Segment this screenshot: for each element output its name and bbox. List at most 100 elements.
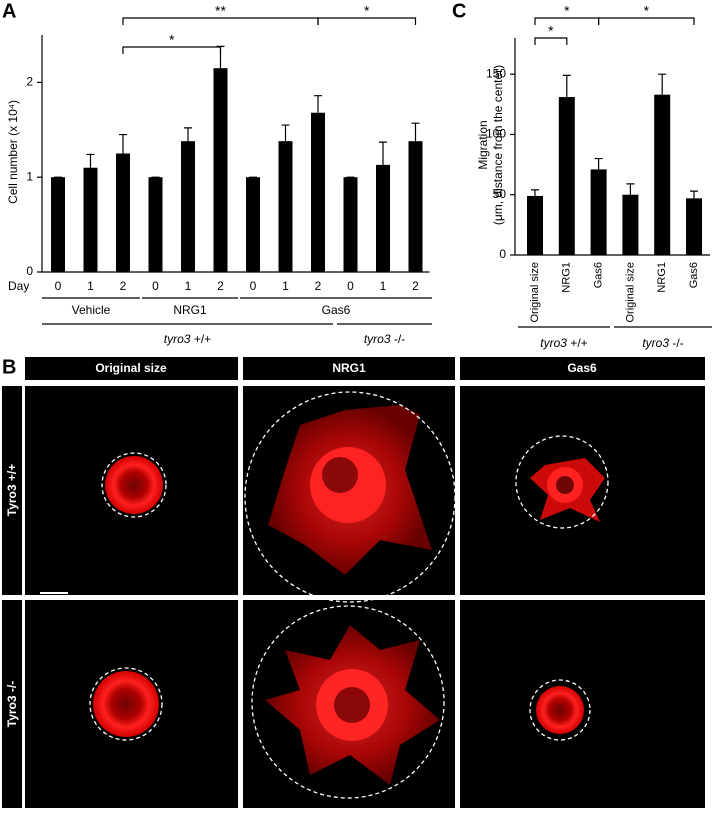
column-header: NRG1 xyxy=(332,361,366,375)
outline-circle xyxy=(89,667,163,741)
significance-bracket xyxy=(598,17,695,25)
x-tick-label: Gas6 xyxy=(593,262,605,288)
significance-bracket xyxy=(122,46,222,54)
x-tick-label: Gas6 xyxy=(688,262,700,288)
genotype: -/- xyxy=(672,336,683,350)
error-bar xyxy=(314,95,322,113)
outline-circle xyxy=(101,452,167,518)
error-bar xyxy=(690,190,698,199)
bar xyxy=(246,177,260,272)
genotype-label: tyro3 -/- xyxy=(642,336,683,350)
bar xyxy=(343,177,358,272)
outline-circle xyxy=(251,605,445,799)
bar xyxy=(527,195,543,255)
x-tick-label: 2 xyxy=(217,279,224,293)
y-tick-label: 150 xyxy=(486,66,506,80)
group-label: Vehicle xyxy=(72,303,111,317)
panel-b: Original size NRG1 Gas6 Tyro3 +/+ Tyro3 … xyxy=(2,357,705,808)
significance-bracket xyxy=(317,17,417,25)
error-bar xyxy=(379,141,387,165)
y-tick-label: 2 xyxy=(26,75,33,89)
column-header-bg xyxy=(460,357,705,380)
x-axis-label: Day xyxy=(8,279,29,293)
error-bar xyxy=(531,189,539,196)
x-tick-label: 2 xyxy=(120,279,127,293)
error-bar xyxy=(411,122,420,142)
x-tick-label: NRG1 xyxy=(561,262,573,293)
bar xyxy=(686,198,702,255)
bar xyxy=(278,141,293,272)
error-bar xyxy=(281,124,290,142)
genotype: +/+ xyxy=(194,332,211,346)
error-bar xyxy=(86,153,95,168)
cell-nucleus xyxy=(334,687,370,723)
row-header-bg xyxy=(2,386,22,595)
y-tick-label: 50 xyxy=(493,187,507,201)
outline-circle xyxy=(515,435,609,529)
y-tick-label: 0 xyxy=(26,264,33,278)
x-tick-label: 2 xyxy=(412,279,419,293)
bar xyxy=(408,141,423,272)
column-header-bg xyxy=(243,357,455,380)
bar xyxy=(51,177,65,272)
significance-label: * xyxy=(564,3,570,19)
bar xyxy=(558,97,575,255)
x-tick-label: 0 xyxy=(250,279,257,293)
column-header-bg xyxy=(25,357,238,380)
gene-name: tyro3 xyxy=(540,336,567,350)
y-axis-label: Migration xyxy=(476,120,490,169)
outline-circle xyxy=(529,679,591,741)
cell xyxy=(105,456,163,514)
bar xyxy=(622,194,639,255)
x-tick-label: Original size xyxy=(529,262,541,323)
x-tick-label: 0 xyxy=(347,279,354,293)
panel-letter: A xyxy=(2,0,16,22)
bar xyxy=(311,112,325,273)
y-axis-label: (μm, distance from the center) xyxy=(491,65,505,225)
bar xyxy=(376,164,390,272)
significance-label: * xyxy=(169,32,175,48)
gene-name: tyro3 xyxy=(642,336,669,350)
panel-letter: C xyxy=(452,0,466,22)
gene-name: tyro3 xyxy=(164,332,191,346)
error-bar xyxy=(658,73,667,95)
x-tick-label: 1 xyxy=(380,279,387,293)
bar xyxy=(116,153,130,272)
significance-label: ** xyxy=(215,3,226,19)
genotype: +/+ xyxy=(570,336,587,350)
significance-label: * xyxy=(364,3,370,19)
significance-label: * xyxy=(548,23,554,39)
significance-bracket xyxy=(534,17,600,25)
bar xyxy=(213,68,228,273)
outline-circle xyxy=(244,391,456,603)
cell-nucleus xyxy=(556,476,574,494)
error-bar xyxy=(562,74,571,98)
bar xyxy=(654,94,671,256)
y-axis-label: Cell number (x 10⁴) xyxy=(6,100,20,204)
y-tick-label: 100 xyxy=(486,127,506,141)
genotype-label: tyro3 +/+ xyxy=(540,336,587,350)
x-tick-label: 2 xyxy=(315,279,322,293)
genotype-label: tyro3 +/+ xyxy=(164,332,211,346)
genotype-label: tyro3 -/- xyxy=(364,332,405,346)
error-bar xyxy=(119,133,127,154)
gene-name: tyro3 xyxy=(364,332,391,346)
y-tick-label: 1 xyxy=(26,169,33,183)
group-label: NRG1 xyxy=(173,303,207,317)
x-tick-label: 0 xyxy=(152,279,159,293)
row-header-bg xyxy=(2,600,22,808)
x-tick-label: NRG1 xyxy=(656,262,668,293)
error-bar xyxy=(626,183,635,195)
x-tick-label: Original size xyxy=(624,262,636,323)
bar xyxy=(590,169,607,255)
x-tick-label: 1 xyxy=(185,279,192,293)
column-header: Gas6 xyxy=(567,361,597,375)
error-bar xyxy=(184,127,192,142)
cell xyxy=(536,686,584,734)
error-bar xyxy=(594,157,603,170)
bar xyxy=(83,167,98,272)
cell xyxy=(93,671,159,737)
genotype: -/- xyxy=(394,332,405,346)
cell-nucleus xyxy=(322,457,358,493)
